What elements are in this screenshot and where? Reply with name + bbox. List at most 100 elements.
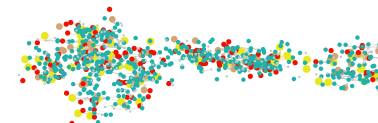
- Point: [150, 64, 156, 66]
- Point: [207, 59, 213, 61]
- Point: [373, 73, 378, 75]
- Point: [272, 68, 278, 70]
- Point: [118, 22, 124, 24]
- Point: [345, 79, 352, 81]
- Point: [319, 84, 325, 86]
- Point: [366, 57, 372, 59]
- Point: [122, 52, 129, 54]
- Point: [348, 63, 354, 65]
- Point: [89, 92, 95, 94]
- Point: [252, 60, 258, 62]
- Point: [202, 57, 208, 59]
- Point: [129, 86, 135, 88]
- Point: [241, 55, 247, 57]
- Point: [225, 47, 231, 49]
- Point: [268, 55, 274, 57]
- Point: [76, 25, 82, 27]
- Point: [203, 62, 209, 64]
- Point: [277, 68, 284, 70]
- Point: [290, 57, 296, 59]
- Point: [364, 76, 370, 78]
- Point: [192, 40, 198, 42]
- Point: [129, 58, 135, 60]
- Point: [107, 58, 113, 60]
- Point: [99, 60, 105, 62]
- Point: [242, 60, 248, 62]
- Point: [145, 72, 151, 74]
- Point: [138, 77, 144, 78]
- Point: [115, 55, 121, 57]
- Point: [81, 89, 87, 91]
- Point: [105, 32, 111, 34]
- Point: [225, 58, 231, 60]
- Point: [157, 51, 163, 53]
- Point: [76, 30, 82, 32]
- Point: [82, 98, 88, 100]
- Point: [141, 97, 147, 99]
- Point: [318, 61, 324, 63]
- Point: [100, 43, 106, 45]
- Point: [362, 52, 368, 54]
- Point: [39, 57, 45, 59]
- Point: [244, 62, 250, 64]
- Point: [116, 47, 122, 49]
- Point: [214, 57, 220, 59]
- Point: [104, 52, 110, 54]
- Point: [120, 40, 126, 42]
- Point: [179, 66, 185, 68]
- Point: [171, 38, 177, 40]
- Point: [69, 97, 75, 99]
- Point: [246, 40, 252, 42]
- Point: [141, 60, 147, 62]
- Point: [132, 98, 138, 100]
- Point: [338, 71, 344, 73]
- Point: [90, 69, 96, 71]
- Point: [95, 61, 101, 63]
- Point: [60, 50, 67, 52]
- Point: [121, 95, 127, 97]
- Point: [149, 67, 155, 69]
- Point: [132, 66, 138, 68]
- Point: [131, 78, 137, 80]
- Point: [130, 84, 136, 85]
- Point: [318, 68, 324, 70]
- Point: [349, 75, 355, 77]
- Point: [88, 48, 94, 50]
- Point: [368, 51, 374, 53]
- Point: [223, 47, 229, 49]
- Point: [207, 56, 213, 58]
- Point: [113, 51, 119, 53]
- Point: [228, 66, 234, 68]
- Point: [149, 51, 155, 53]
- Point: [259, 61, 265, 63]
- Point: [45, 54, 51, 56]
- Point: [259, 61, 265, 63]
- Point: [296, 76, 302, 78]
- Point: [270, 60, 276, 62]
- Point: [350, 63, 356, 65]
- Point: [103, 32, 109, 34]
- Point: [203, 53, 209, 55]
- Point: [81, 23, 87, 25]
- Point: [139, 54, 145, 56]
- Point: [365, 71, 371, 73]
- Point: [260, 48, 266, 50]
- Point: [100, 30, 106, 32]
- Point: [58, 70, 64, 72]
- Point: [92, 87, 98, 89]
- Point: [83, 48, 89, 50]
- Point: [327, 58, 333, 60]
- Point: [108, 42, 114, 44]
- Point: [291, 78, 297, 80]
- Point: [101, 57, 107, 59]
- Point: [313, 61, 319, 63]
- Point: [81, 78, 87, 80]
- Point: [272, 60, 278, 62]
- Point: [233, 51, 239, 53]
- Point: [253, 59, 259, 61]
- Point: [137, 105, 143, 107]
- Point: [201, 63, 207, 65]
- Point: [154, 81, 160, 83]
- Point: [132, 71, 138, 73]
- Point: [99, 68, 105, 70]
